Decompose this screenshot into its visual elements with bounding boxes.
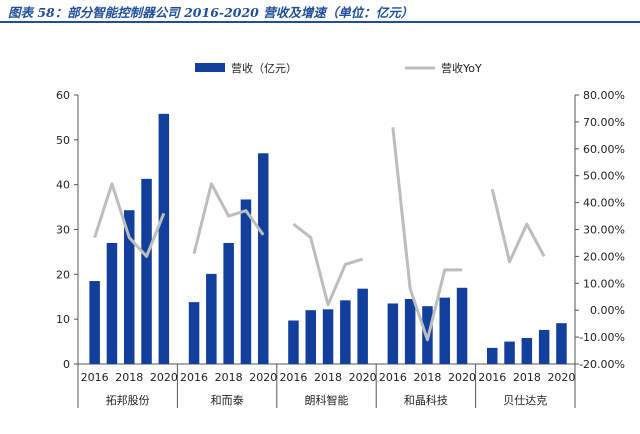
right-axis-tick-label: 60.00% [583, 143, 625, 156]
year-label: 2016 [478, 371, 506, 384]
bar-revenue [387, 303, 399, 364]
left-axis-tick-label: 10 [56, 313, 70, 326]
bar-revenue [521, 337, 533, 364]
axes: 0 10 20 30 40 50 60 -20.00% -10.00% 0.00% 10.00% 20… [56, 89, 625, 408]
bar-revenue [538, 329, 550, 364]
year-label: 2018 [314, 371, 342, 384]
bar-revenue [487, 347, 498, 364]
right-axis-tick-label: 50.00% [583, 170, 625, 183]
group-label: 朗科智能 [305, 393, 349, 407]
bar-revenue [357, 288, 368, 364]
year-label: 2020 [448, 371, 476, 384]
group-label: 贝仕达克 [503, 394, 547, 407]
year-label: 2020 [349, 371, 377, 384]
year-label: 2016 [279, 371, 307, 384]
legend-line-label: 营收YoY [441, 61, 482, 75]
bar-revenue [322, 309, 334, 364]
right-axis-tick-label: 30.00% [583, 224, 625, 237]
yoy-line [490, 188, 546, 264]
yoy-line [391, 127, 463, 342]
year-label: 2018 [513, 371, 541, 384]
legend-bar-label: 营收（亿元） [231, 61, 297, 75]
year-label: 2016 [379, 371, 407, 384]
left-axis-tick-label: 40 [56, 179, 70, 192]
bar-revenue [504, 341, 515, 364]
right-axis-tick-label: -20.00% [579, 358, 625, 371]
right-axis-tick-label: 10.00% [583, 277, 625, 290]
year-label: 2018 [413, 371, 441, 384]
bar-revenue [158, 113, 170, 364]
figure-title: 图表 58：部分智能控制器公司 2016-2020 营收及增速（单位：亿元） [8, 5, 414, 20]
bar-revenue [106, 242, 118, 364]
right-axis-tick-label: 40.00% [583, 197, 625, 210]
yoy-line [292, 222, 364, 307]
left-axis-tick-label: 60 [56, 89, 70, 102]
bar-revenue [456, 287, 468, 364]
year-label: 2020 [150, 371, 178, 384]
bar-revenue [288, 320, 299, 364]
legend: 营收（亿元） 营收YoY [195, 61, 482, 75]
yoy-line [93, 182, 166, 258]
right-axis-tick-label: 70.00% [583, 116, 625, 129]
bar-revenue [340, 300, 351, 364]
bar-revenue [223, 242, 234, 364]
bar-revenue [188, 302, 200, 364]
bar-revenue [439, 297, 450, 364]
year-label: 2018 [215, 371, 243, 384]
year-label: 2016 [180, 371, 208, 384]
legend-bar-swatch [195, 63, 225, 72]
left-axis-tick-label: 0 [63, 358, 70, 371]
group-label: 拓邦股份 [106, 393, 150, 407]
bar-revenue [206, 273, 217, 364]
bar-revenue [141, 178, 152, 364]
right-axis-tick-label: 80.00% [583, 89, 625, 102]
bar-revenue [240, 199, 252, 364]
year-label: 2020 [547, 371, 575, 384]
bar-revenue [89, 281, 100, 364]
year-label: 2018 [115, 371, 143, 384]
right-axis-tick-label: -10.00% [579, 331, 625, 344]
bar-revenue [258, 153, 269, 364]
group-label: 和而泰 [211, 393, 244, 407]
left-axis-tick-label: 30 [56, 224, 70, 237]
right-axis-tick-label: 0.00% [590, 304, 625, 317]
bar-revenue [124, 210, 135, 364]
left-axis-tick-label: 20 [56, 268, 70, 281]
title-rule [0, 21, 640, 23]
bar-revenue [556, 323, 567, 364]
year-label: 2016 [81, 371, 109, 384]
yoy-line [192, 182, 265, 255]
bars [89, 113, 567, 364]
bar-revenue [404, 298, 416, 364]
group-label: 和晶科技 [404, 393, 448, 407]
yoy-lines [93, 127, 546, 342]
right-axis-tick-label: 20.00% [583, 250, 625, 263]
year-label: 2020 [249, 371, 277, 384]
bar-revenue [305, 310, 316, 364]
left-axis-tick-label: 50 [56, 134, 70, 147]
